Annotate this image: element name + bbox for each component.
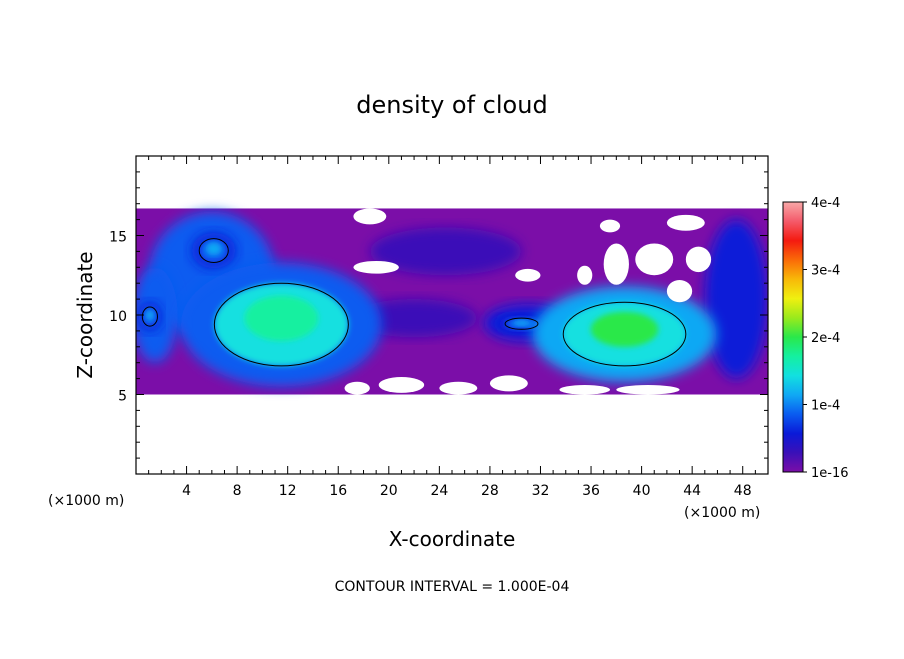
y-tick-label: 15 — [109, 230, 127, 246]
y-axis-label: Z-coordinate — [73, 251, 97, 378]
clear-air-gap — [378, 377, 425, 393]
contour-line — [213, 282, 349, 367]
density-peak — [590, 311, 659, 347]
clear-air-gap — [685, 246, 712, 273]
clear-air-gap — [489, 375, 528, 392]
density-blob — [350, 299, 478, 338]
chart-title: density of cloud — [356, 91, 547, 119]
x-axis-label: X-coordinate — [389, 527, 516, 551]
x-tick-label: 32 — [532, 483, 550, 499]
clear-air-gap — [559, 384, 610, 395]
y-axis-unit: (×1000 m) — [48, 493, 124, 509]
contour-line — [198, 238, 229, 264]
density-peak — [205, 242, 222, 256]
colorbar: 1e-16 1e-4 2e-4 3e-4 4e-4 — [782, 196, 849, 481]
density-field — [136, 208, 768, 395]
contour-line — [141, 306, 158, 327]
clear-air-gap — [603, 243, 629, 285]
x-tick-label: 12 — [279, 483, 297, 499]
contour-line — [562, 301, 687, 367]
colorbar-tick-label: 2e-4 — [811, 331, 840, 346]
density-peak — [145, 309, 155, 321]
contour-line — [504, 317, 539, 330]
plot-area — [136, 208, 768, 395]
colorbar-tick-label: 1e-4 — [811, 399, 840, 414]
clear-air-gap — [577, 265, 593, 285]
contour-lines — [141, 238, 687, 367]
colorbar-tick-label: 1e-16 — [811, 466, 849, 481]
clear-air-gap — [635, 243, 674, 276]
colorbar-tick-label: 3e-4 — [811, 264, 840, 279]
x-tick-label: 48 — [734, 483, 752, 499]
x-tick-label: 24 — [430, 483, 448, 499]
density-blob — [704, 219, 768, 379]
x-tick-label: 28 — [481, 483, 499, 499]
clear-air-gaps — [344, 208, 712, 395]
clear-air-gap — [515, 268, 541, 282]
x-tick-label: 16 — [329, 483, 347, 499]
x-tick-label: 36 — [582, 483, 600, 499]
x-tick-label: 20 — [380, 483, 398, 499]
x-tick-label: 44 — [683, 483, 701, 499]
x-tick-label: 4 — [182, 483, 191, 499]
contour-interval-note: CONTOUR INTERVAL = 1.000E-04 — [335, 579, 570, 595]
clear-air-gap — [353, 208, 387, 225]
clear-air-gap — [353, 260, 399, 274]
clear-air-gap — [666, 214, 705, 231]
density-peak — [244, 295, 319, 342]
density-blob — [369, 227, 522, 276]
clear-air-gap — [344, 381, 370, 395]
density-peak — [512, 319, 531, 326]
clear-air-gap — [599, 219, 621, 233]
clear-air-gap — [666, 280, 693, 303]
clear-air-gap — [616, 384, 680, 395]
colorbar-gradient — [782, 201, 804, 473]
y-tick-label: 5 — [118, 389, 127, 405]
colorbar-ticks: 1e-16 1e-4 2e-4 3e-4 4e-4 — [803, 196, 849, 481]
x-tick-label: 8 — [233, 483, 242, 499]
x-tick-label: 40 — [633, 483, 651, 499]
y-tick-label: 10 — [109, 309, 127, 325]
clear-air-gap — [439, 381, 478, 395]
colorbar-tick-label: 4e-4 — [811, 196, 840, 211]
x-axis-unit: (×1000 m) — [684, 505, 760, 521]
